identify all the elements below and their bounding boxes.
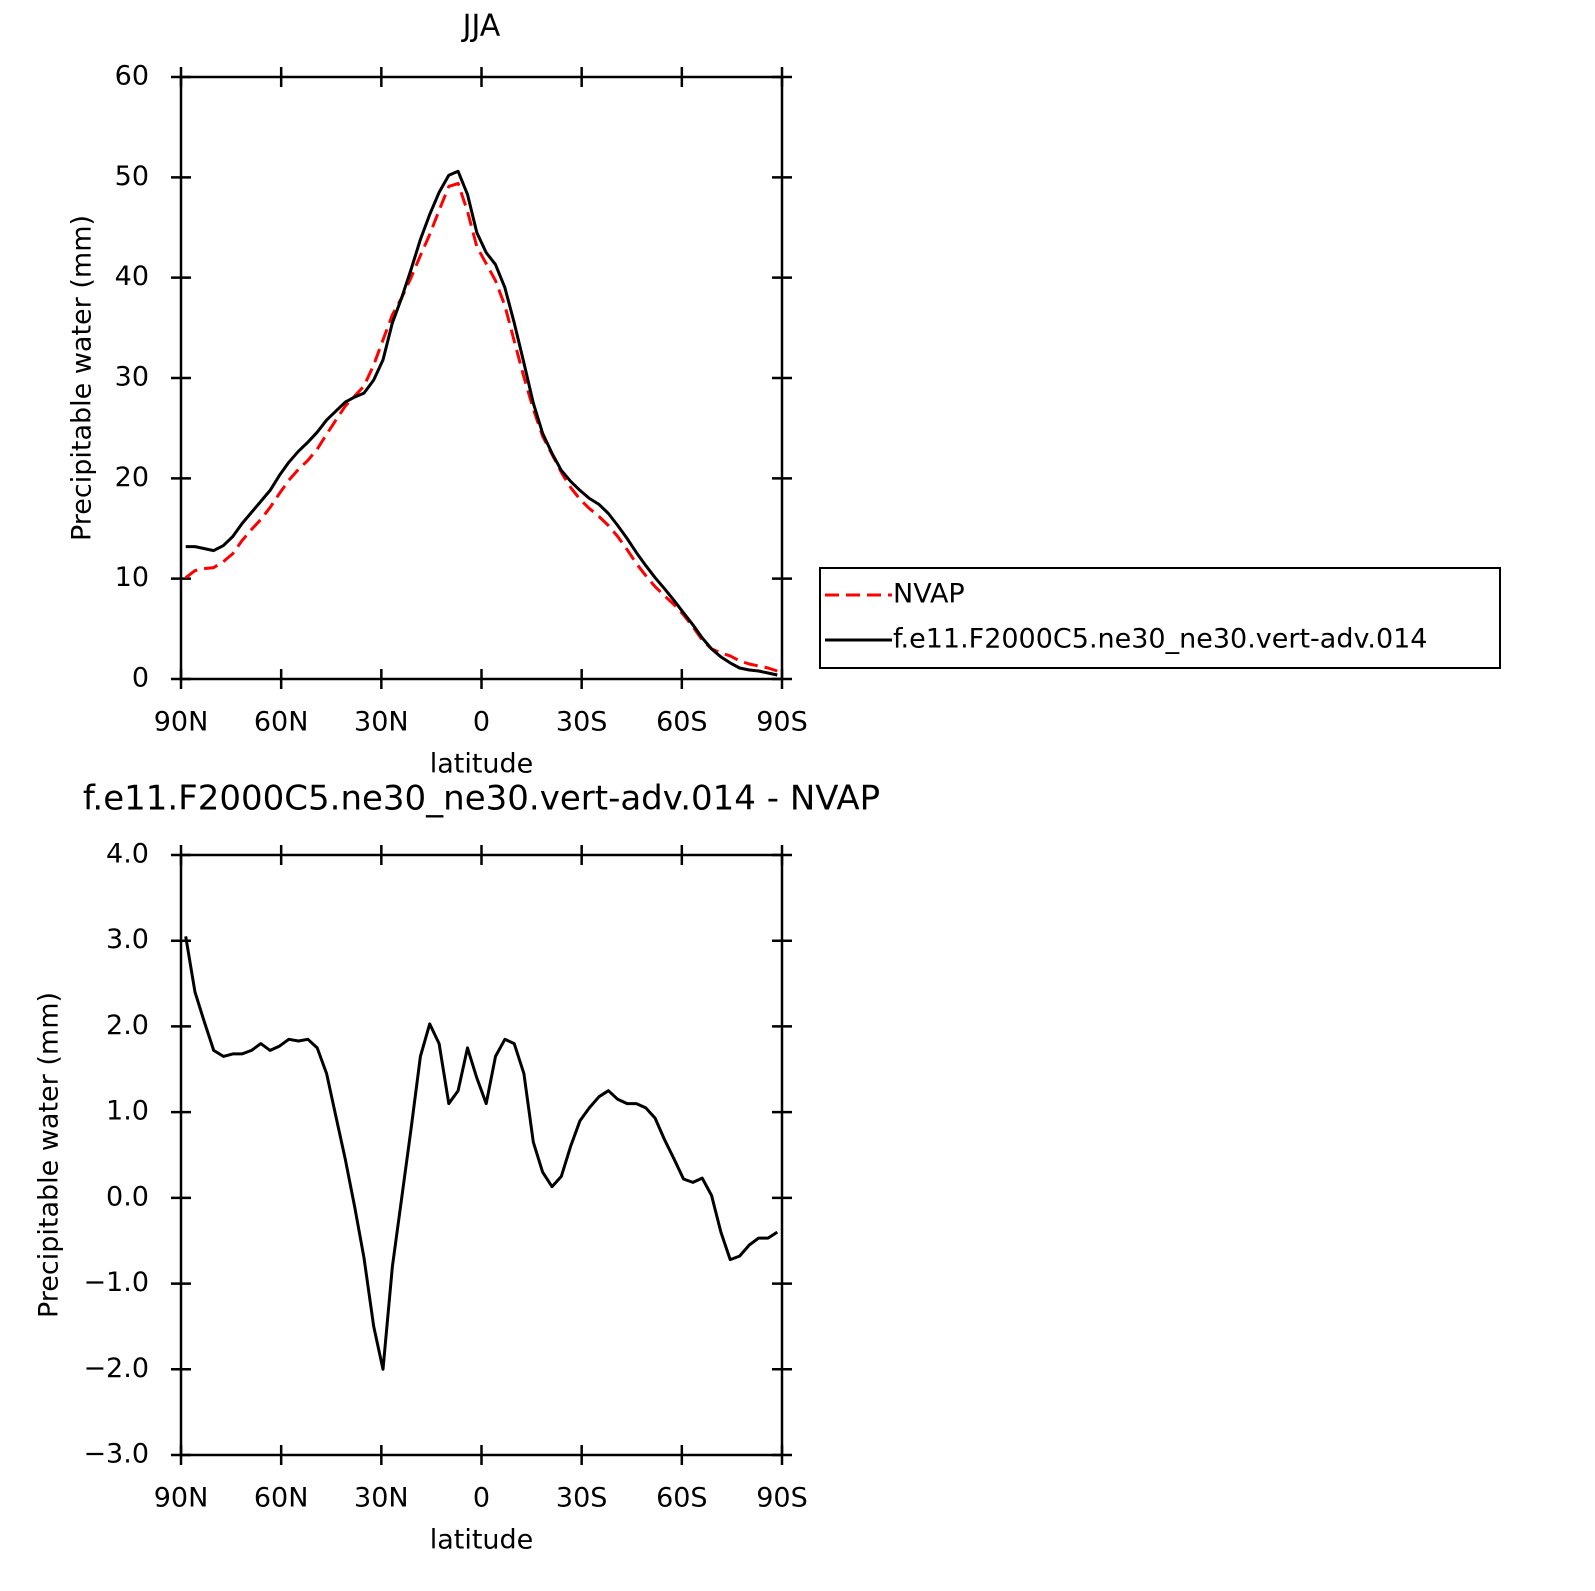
y-tick-label: 1.0 [106, 1096, 149, 1127]
data-line [184, 181, 778, 673]
y-tick-label: 0.0 [106, 1181, 149, 1212]
y-tick-label: −1.0 [83, 1267, 149, 1298]
x-tick-label: 90N [154, 707, 209, 738]
x-tick-label: 60S [656, 707, 708, 738]
y-tick-label: 0 [132, 663, 149, 694]
x-tick-label: 60N [254, 1483, 309, 1514]
y-tick-label: 50 [115, 161, 149, 192]
y-tick-label: 60 [115, 61, 149, 92]
x-tick-label: 30S [556, 1483, 608, 1514]
y-tick-label: 3.0 [106, 924, 149, 955]
y-axis-label: Precipitable water (mm) [34, 992, 65, 1318]
x-tick-label: 0 [473, 707, 490, 738]
x-tick-label: 90S [756, 1483, 808, 1514]
plot-frame [179, 75, 784, 681]
x-axis-label: latitude [430, 1525, 534, 1556]
x-tick-label: 90S [756, 707, 808, 738]
x-tick-label: 30S [556, 707, 608, 738]
x-axis-label: latitude [430, 749, 534, 780]
x-tick-label: 30N [354, 707, 409, 738]
legend-label: NVAP [893, 579, 965, 610]
data-line [184, 936, 779, 1371]
y-tick-label: −2.0 [83, 1353, 149, 1384]
y-tick-label: −3.0 [83, 1439, 149, 1470]
x-tick-label: 30N [354, 1483, 409, 1514]
data-line [185, 169, 778, 677]
y-tick-label: 20 [115, 462, 149, 493]
y-tick-label: 2.0 [106, 1010, 149, 1041]
legend-frame [819, 567, 1501, 669]
x-tick-label: 90N [154, 1483, 209, 1514]
chart-title: JJA [461, 9, 501, 44]
x-tick-label: 0 [473, 1483, 490, 1514]
y-tick-label: 10 [115, 562, 149, 593]
legend-label: f.e11.F2000C5.ne30_ne30.vert-adv.014 [893, 624, 1427, 655]
y-tick-label: 40 [115, 261, 149, 292]
x-tick-label: 60N [254, 707, 309, 738]
chart-title: f.e11.F2000C5.ne30_ne30.vert-adv.014 - N… [83, 779, 880, 819]
y-axis-label: Precipitable water (mm) [67, 215, 98, 541]
plot-frame [179, 853, 784, 1457]
y-tick-label: 4.0 [106, 839, 149, 870]
y-tick-label: 30 [115, 362, 149, 393]
x-tick-label: 60S [656, 1483, 708, 1514]
